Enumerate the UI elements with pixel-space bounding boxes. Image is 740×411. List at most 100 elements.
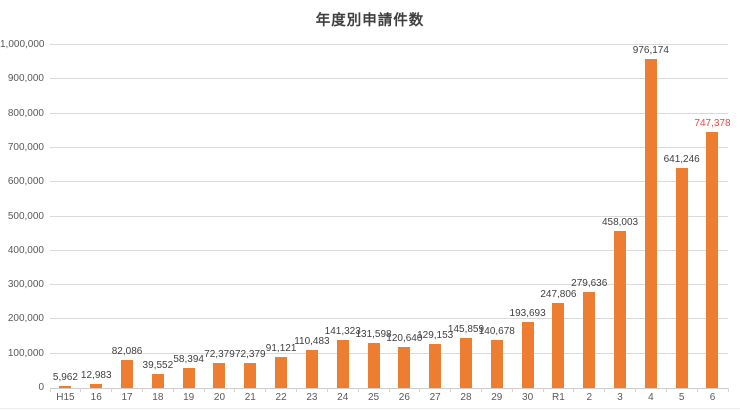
x-axis: H15 16 17 18 19 20 21 22 23 24 25 26 27 28 29 30 R1 2 3 4 5 6 — [50, 392, 728, 403]
y-axis-tick-label: 200,000 — [7, 313, 44, 325]
x-axis-tick — [203, 388, 205, 392]
gridline — [50, 352, 728, 354]
x-axis-tick-label: 22 — [275, 392, 287, 403]
bar-value-label: 140,678 — [478, 325, 515, 337]
gridline — [50, 112, 728, 114]
x-axis-tick — [111, 388, 113, 392]
bar — [59, 385, 72, 388]
y-axis-tick-label: 900,000 — [7, 73, 44, 85]
x-axis-tick-label: 17 — [121, 392, 133, 403]
x-axis-tick — [296, 388, 298, 392]
bar-value-label: 12,983 — [80, 369, 112, 381]
bar-cell: 5,962 — [50, 45, 81, 388]
bar-cell: 193,693 — [510, 45, 546, 388]
y-axis-tick-label: 400,000 — [7, 244, 44, 256]
bar-cell: 120,640 — [386, 45, 423, 388]
gridline — [50, 78, 728, 80]
bar-cell: 145,859 — [448, 45, 484, 388]
bar-cell: 131,598 — [355, 45, 392, 388]
bar — [244, 363, 257, 388]
y-axis-tick-label: 300,000 — [7, 279, 44, 291]
bar-cell: 247,806 — [540, 45, 577, 388]
bar-cell: 747,378 — [694, 45, 731, 388]
bar — [275, 356, 288, 388]
x-axis-tick — [326, 388, 328, 392]
bar — [706, 131, 719, 388]
bar-cell: 976,174 — [632, 45, 669, 388]
bar-cell: 110,483 — [294, 45, 330, 388]
x-axis-tick — [388, 388, 390, 392]
bar — [213, 363, 226, 388]
bar-value-label: 82,086 — [111, 345, 143, 357]
y-axis-tick-label: 800,000 — [7, 107, 44, 119]
plot-area: 5,962 12,983 82,086 39,552 58,394 72,379 72,37… — [49, 44, 731, 392]
x-axis-tick-label: R1 — [552, 392, 565, 403]
bar-cell: 141,323 — [324, 45, 361, 388]
bar-value-label: 39,552 — [142, 360, 174, 372]
y-axis-tick-label: 500,000 — [7, 210, 44, 222]
x-axis-tick — [265, 388, 267, 392]
bar-value-label: 279,636 — [571, 278, 608, 290]
bar — [552, 303, 565, 388]
x-axis-tick-label: 29 — [491, 392, 503, 403]
bar-value-label: 72,379 — [234, 349, 266, 361]
x-axis-tick — [480, 388, 482, 392]
y-axis-tick-label: 600,000 — [7, 176, 44, 188]
x-axis-tick — [727, 388, 729, 392]
x-axis-tick-label: 2 — [586, 392, 592, 403]
bars: 5,962 12,983 82,086 39,552 58,394 72,379 72,37… — [50, 45, 731, 388]
bar — [583, 292, 596, 388]
y-axis-tick-label: 100,000 — [7, 347, 44, 359]
x-axis-tick-label: 18 — [152, 392, 164, 403]
x-axis-tick-label: 30 — [522, 392, 534, 403]
gridline — [50, 146, 728, 148]
bar-value-label: 976,174 — [632, 45, 669, 56]
bottom-divider — [0, 408, 740, 409]
x-axis-tick-label: 5 — [678, 392, 685, 403]
x-axis-tick — [172, 388, 174, 392]
bar-value-label: 641,246 — [663, 154, 700, 166]
bar — [90, 383, 103, 388]
bar — [521, 321, 534, 388]
chart-title: 年度別申請件数 — [315, 13, 425, 29]
x-axis-tick-label: 6 — [709, 392, 716, 403]
bar — [614, 230, 627, 388]
bar-value-label: 247,806 — [540, 289, 577, 301]
gridline — [50, 181, 728, 183]
gridline — [50, 44, 728, 45]
x-axis-tick — [665, 388, 667, 392]
bar-cell: 140,678 — [478, 45, 515, 388]
x-axis-tick-label: 16 — [90, 392, 102, 403]
bar-cell: 641,246 — [663, 45, 700, 388]
x-axis-tick — [450, 388, 452, 392]
gridlines — [49, 44, 729, 392]
bar-cell: 82,086 — [112, 45, 143, 388]
x-axis-tick-label: 25 — [367, 392, 380, 403]
bar-value-label: 458,003 — [601, 216, 639, 228]
x-axis-tick — [604, 388, 606, 392]
bar — [490, 339, 503, 388]
bar-cell: 458,003 — [601, 45, 639, 388]
x-axis-tick-label: 26 — [398, 392, 410, 403]
gridline — [50, 249, 728, 251]
bar-value-label: 129,153 — [417, 329, 454, 341]
y-axis-tick-label: 0 — [38, 382, 44, 393]
x-axis-tick — [234, 388, 236, 392]
bar-value-label: 120,640 — [386, 332, 423, 344]
bar — [121, 359, 134, 388]
bar — [367, 342, 380, 388]
y-axis-tick-label: 1,000,000 — [0, 39, 45, 50]
x-axis-tick — [141, 388, 143, 392]
y-axis: 0 100,000 200,000 300,000 400,000 500,000 600,… — [0, 39, 45, 393]
y-axis-tick-label: 700,000 — [7, 141, 44, 153]
bar-value-label: 131,598 — [355, 328, 392, 340]
bar — [305, 350, 318, 388]
bar-value-label: 141,323 — [324, 325, 361, 337]
gridline — [50, 284, 728, 286]
bar — [644, 59, 657, 388]
x-axis-tick-label: 21 — [244, 392, 256, 403]
x-axis-tick-label: 20 — [213, 392, 226, 403]
bar-cell: 39,552 — [142, 45, 173, 388]
bar-value-label: 58,394 — [173, 353, 204, 365]
bar-cell: 58,394 — [173, 45, 204, 388]
